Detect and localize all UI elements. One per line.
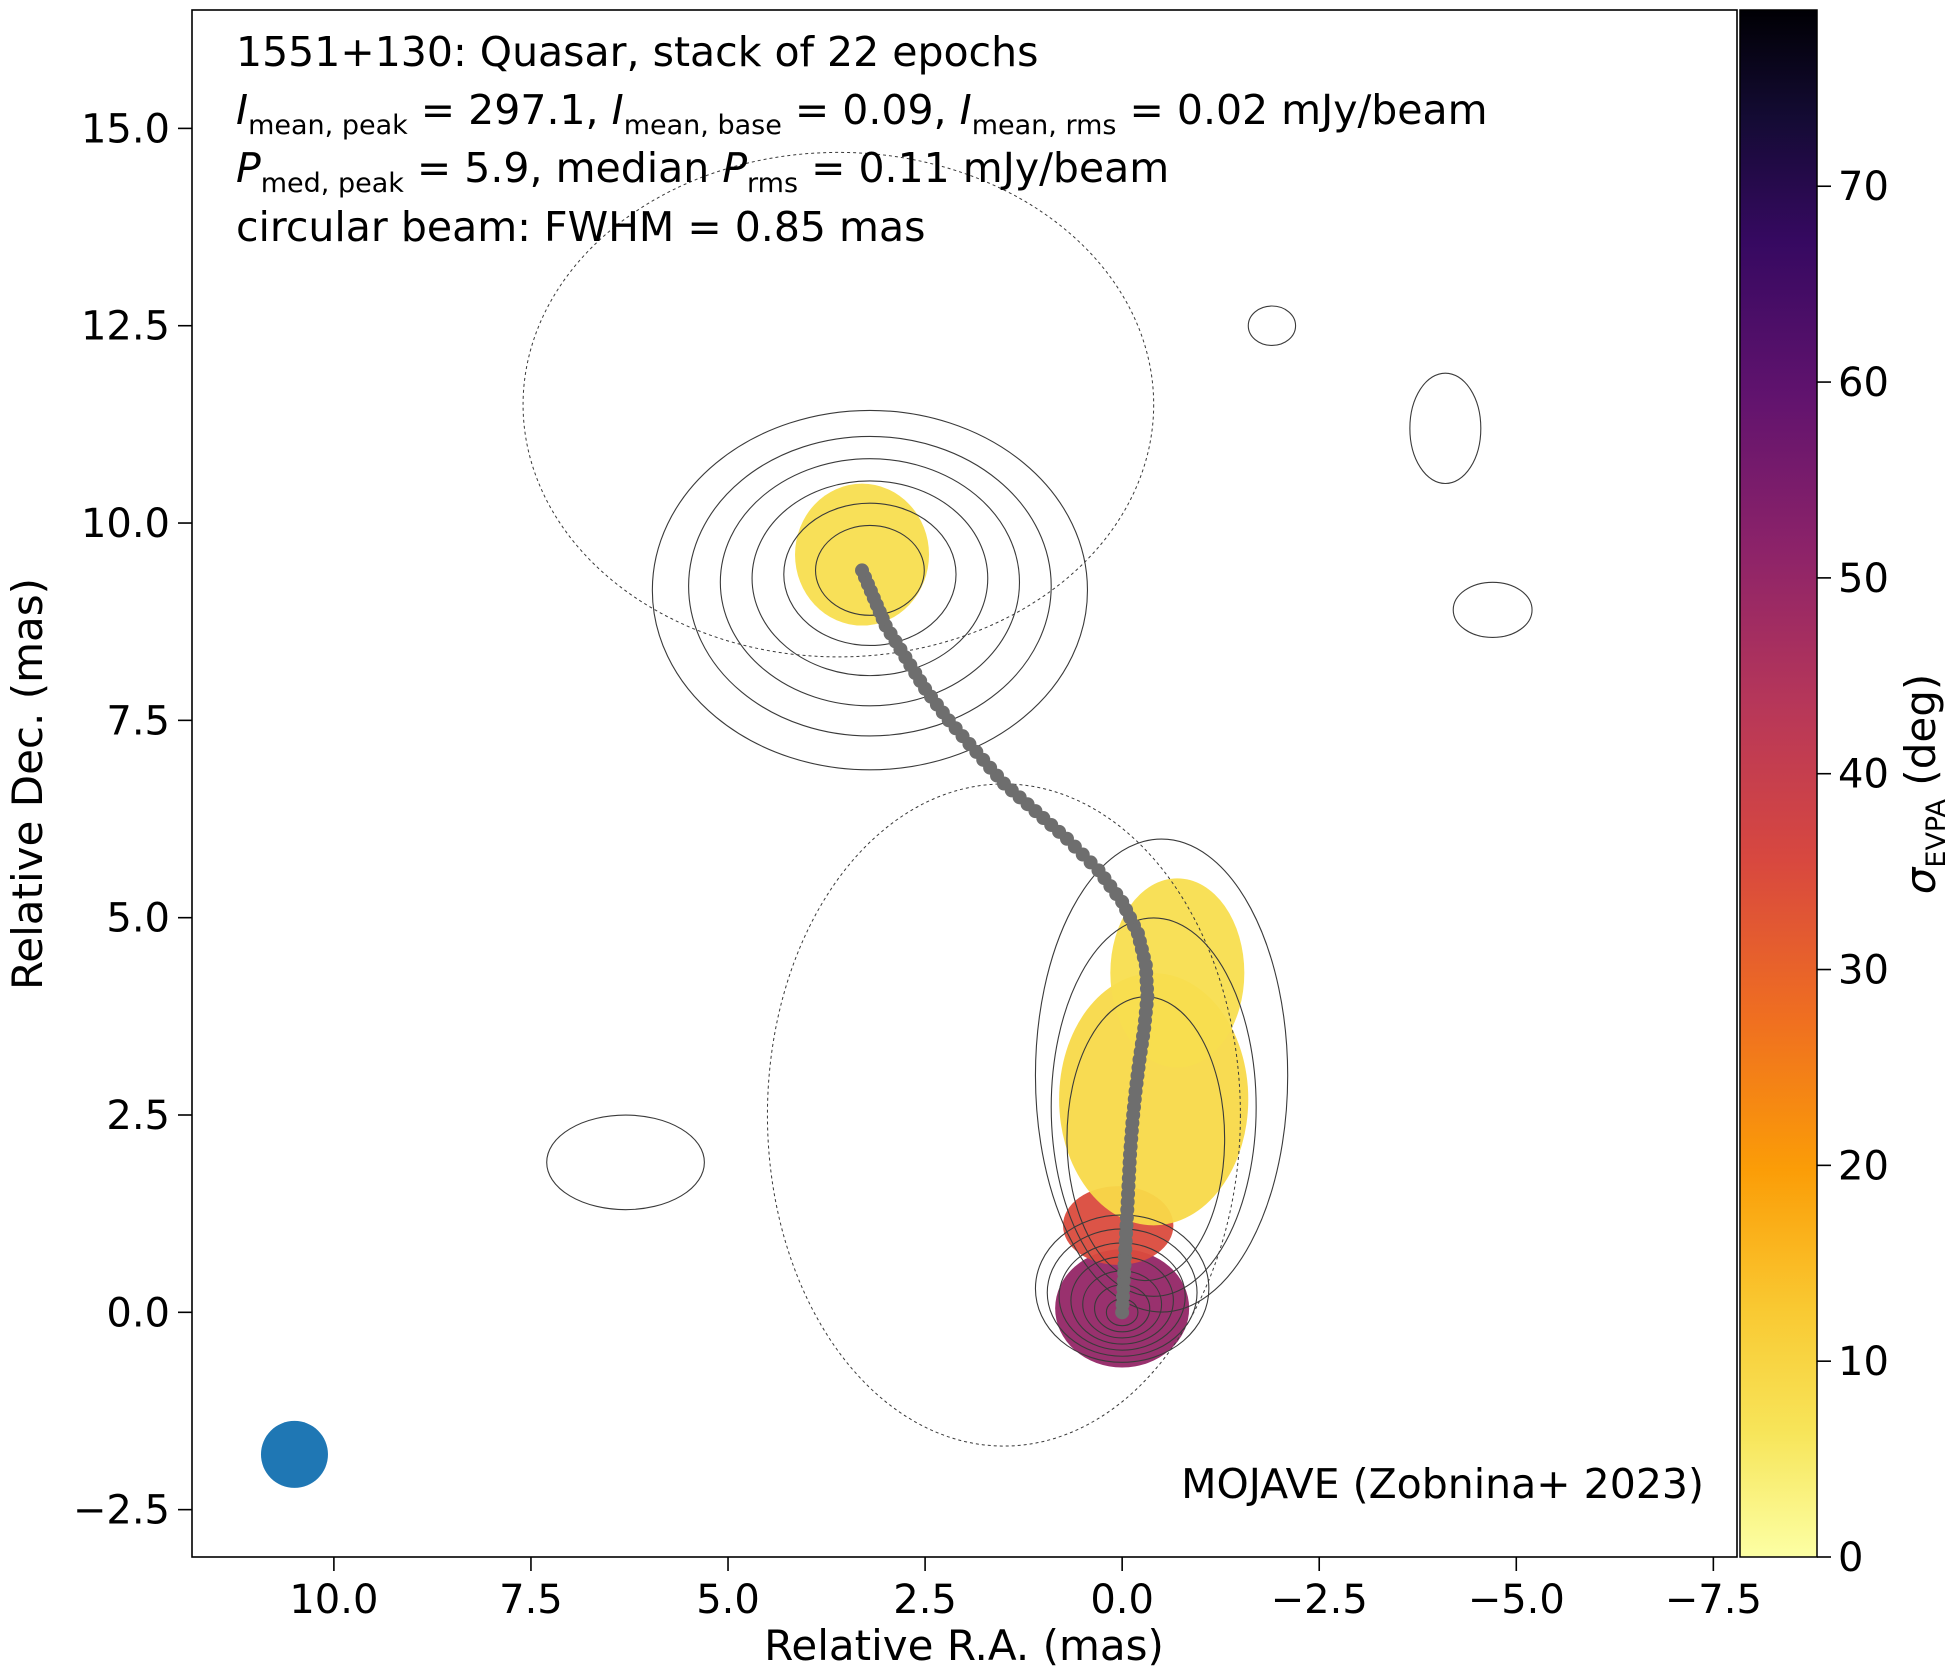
intensity-contour [1050, 917, 1257, 1297]
y-axis-label: Relative Dec. (mas) [3, 578, 52, 990]
colorbar: 0 10 20 30 40 50 60 70 σEVPA (deg) [1739, 9, 1949, 1581]
credit-label: MOJAVE (Zobnina+ 2023) [1181, 1460, 1704, 1508]
y-tick-label: 5.0 [106, 896, 170, 942]
intensity-contour [783, 502, 957, 647]
colorbar-tick-label: 50 [1838, 556, 1889, 602]
x-axis-label: Relative R.A. (mas) [764, 1621, 1164, 1670]
colorbar-tick-label: 0 [1838, 1535, 1863, 1581]
x-tick-label: −5.0 [1468, 1577, 1565, 1623]
annotation-line-4: circular beam: FWHM = 0.85 mas [236, 203, 925, 251]
annotation-line-2: Imean, peak = 297.1, Imean, base = 0.09,… [236, 86, 1488, 141]
y-tick-label: 15.0 [81, 106, 170, 152]
intensity-contour [1409, 372, 1482, 485]
x-tick-label: 0.0 [1090, 1577, 1154, 1623]
intensity-contour [1034, 838, 1289, 1313]
x-tick-label: 7.5 [499, 1577, 563, 1623]
y-tick-label: −2.5 [73, 1488, 170, 1534]
annotation-block: 1551+130: Quasar, stack of 22 epochs Ime… [236, 28, 1704, 1508]
y-tick-label: 7.5 [106, 698, 170, 744]
plot-area [191, 9, 1738, 1558]
y-axis-ticks: −2.5 0.0 2.5 5.0 7.5 10.0 12.5 15.0 [73, 106, 192, 1534]
annotation-line-1: 1551+130: Quasar, stack of 22 epochs [236, 28, 1038, 76]
intensity-contour [751, 480, 989, 677]
plot-frame [191, 9, 1738, 1558]
x-axis-ticks: 10.0 7.5 5.0 2.5 0.0 −2.5 −5.0 −7.5 [289, 1557, 1762, 1623]
x-tick-label: 5.0 [696, 1577, 760, 1623]
ridgeline-point [855, 563, 870, 578]
intensity-contour [719, 458, 1021, 707]
y-tick-label: 10.0 [81, 501, 170, 547]
x-tick-label: −2.5 [1271, 1577, 1368, 1623]
intensity-contour [651, 409, 1089, 771]
colorbar-tick-label: 10 [1838, 1339, 1889, 1385]
pol-region-northern-knot [795, 483, 930, 626]
jet-ridgeline [855, 563, 1155, 1320]
intensity-contour [1452, 581, 1533, 638]
intensity-contour [546, 1114, 705, 1211]
y-tick-label: 0.0 [106, 1290, 170, 1336]
annotation-line-3: Pmed, peak = 5.9, median Prms = 0.11 mJy… [236, 144, 1169, 199]
intensity-contours [522, 151, 1533, 1447]
evpa-spread-heatmap [795, 483, 1249, 1368]
colorbar-tick-label: 20 [1838, 1143, 1889, 1189]
intensity-contour [814, 524, 925, 616]
colorbar-tick-label: 60 [1838, 360, 1889, 406]
colorbar-ticks: 0 10 20 30 40 50 60 70 [1817, 164, 1889, 1581]
beam-ellipse [260, 1420, 328, 1488]
y-tick-label: 2.5 [106, 1093, 170, 1139]
colorbar-tick-label: 70 [1838, 164, 1889, 210]
x-tick-label: 2.5 [893, 1577, 957, 1623]
colorbar-label: σEVPA (deg) [1896, 674, 1949, 894]
intensity-contour [522, 151, 1155, 658]
colorbar-gradient [1739, 9, 1818, 1558]
x-tick-label: −7.5 [1665, 1577, 1762, 1623]
intensity-contour [688, 435, 1052, 737]
colorbar-tick-label: 40 [1838, 752, 1889, 798]
colorbar-tick-label: 30 [1838, 948, 1889, 994]
x-tick-label: 10.0 [289, 1577, 378, 1623]
intensity-contour [1247, 305, 1297, 346]
y-tick-label: 12.5 [81, 304, 170, 350]
